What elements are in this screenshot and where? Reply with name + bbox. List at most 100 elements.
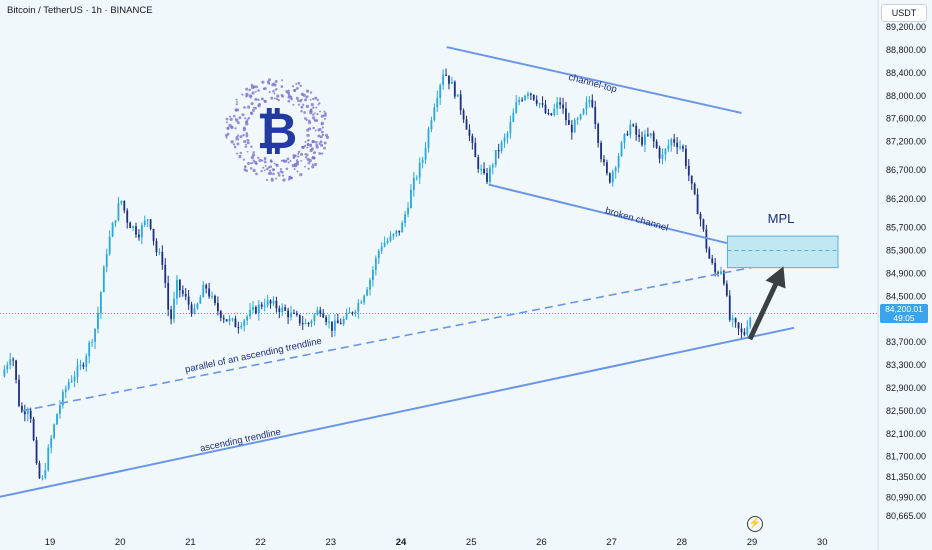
logo-dot bbox=[319, 135, 323, 139]
logo-dot bbox=[317, 134, 321, 138]
candle-body bbox=[541, 103, 544, 105]
logo-dot bbox=[251, 91, 255, 95]
candle-body bbox=[56, 413, 58, 425]
candle-body bbox=[187, 296, 190, 305]
channel-top-line bbox=[446, 46, 742, 114]
lightning-icon[interactable]: ⚡ bbox=[747, 516, 763, 532]
candle-body bbox=[102, 267, 105, 293]
candle-body bbox=[88, 342, 91, 357]
candle-body bbox=[295, 313, 298, 315]
logo-dot bbox=[297, 152, 300, 155]
candle-body bbox=[462, 110, 465, 120]
candle-body bbox=[266, 300, 269, 306]
logo-dot bbox=[241, 93, 244, 96]
candle-body bbox=[664, 149, 667, 155]
candle-body bbox=[620, 142, 623, 157]
candle-body bbox=[64, 388, 67, 392]
logo-dot bbox=[261, 159, 264, 162]
y-tick-label: 83,700.00 bbox=[886, 337, 926, 347]
candle-body bbox=[205, 284, 208, 289]
candle-body bbox=[363, 295, 366, 303]
candle-body bbox=[535, 99, 538, 104]
logo-dot bbox=[312, 116, 316, 120]
logo-dot bbox=[296, 170, 299, 173]
candle-body bbox=[164, 264, 167, 283]
candle-body bbox=[173, 298, 175, 320]
candle-body bbox=[357, 303, 360, 312]
logo-dot bbox=[233, 145, 237, 149]
candle-body bbox=[728, 295, 731, 320]
logo-dot bbox=[273, 97, 276, 100]
candle-body bbox=[193, 308, 196, 314]
logo-dot bbox=[229, 117, 233, 121]
logo-dot bbox=[257, 89, 260, 92]
candle-body bbox=[579, 114, 582, 119]
candle-body bbox=[556, 102, 559, 109]
current-price-value: 84,200.01 bbox=[885, 304, 923, 314]
logo-dot bbox=[262, 87, 266, 91]
candle-body bbox=[673, 139, 676, 143]
logo-dot bbox=[236, 142, 240, 146]
currency-button[interactable]: USDT bbox=[881, 4, 927, 22]
logo-dot bbox=[270, 160, 273, 163]
candle-body bbox=[246, 316, 249, 321]
logo-dot bbox=[246, 141, 250, 145]
candle-body bbox=[32, 418, 35, 441]
candle-body bbox=[263, 305, 266, 307]
logo-dot bbox=[295, 83, 298, 85]
logo-dot bbox=[248, 88, 251, 92]
candle-body bbox=[41, 477, 44, 479]
logo-dot bbox=[280, 85, 284, 88]
logo-dot bbox=[313, 151, 316, 155]
logo-dot bbox=[234, 127, 237, 130]
logo-dot bbox=[312, 97, 315, 101]
logo-dot bbox=[305, 96, 308, 99]
logo-dot bbox=[320, 123, 324, 126]
logo-dot bbox=[247, 162, 250, 165]
candle-body bbox=[641, 136, 643, 145]
candle-body bbox=[693, 183, 696, 195]
logo-dot bbox=[238, 154, 242, 159]
logo-dot bbox=[323, 117, 326, 120]
candle-body bbox=[497, 149, 500, 152]
candle-body bbox=[661, 154, 664, 159]
candle-body bbox=[746, 326, 749, 335]
candle-body bbox=[79, 364, 82, 366]
candle-body bbox=[723, 271, 725, 284]
x-tick-label: 21 bbox=[185, 537, 196, 548]
logo-dot bbox=[313, 162, 318, 166]
candle-body bbox=[734, 318, 737, 323]
candle-body bbox=[521, 99, 524, 101]
candle-body bbox=[430, 120, 433, 130]
logo-dot bbox=[285, 167, 289, 171]
candle-body bbox=[345, 313, 348, 319]
candle-body bbox=[524, 95, 526, 101]
logo-dot bbox=[268, 169, 272, 172]
logo-dot bbox=[314, 129, 317, 132]
logo-dot bbox=[245, 132, 249, 135]
logo-dot bbox=[303, 111, 307, 114]
candle-body bbox=[354, 311, 357, 314]
candle-body bbox=[415, 177, 418, 179]
logo-dot bbox=[318, 127, 322, 131]
candle-body bbox=[301, 323, 304, 325]
logo-dot bbox=[310, 147, 314, 151]
logo-dot bbox=[236, 101, 239, 103]
x-tick-label: 28 bbox=[677, 537, 688, 548]
logo-dot bbox=[225, 117, 229, 121]
candle-body bbox=[702, 219, 705, 230]
candle-body bbox=[439, 84, 442, 98]
logo-dot bbox=[286, 157, 290, 161]
logo-dot bbox=[319, 140, 323, 144]
symbol-title[interactable]: Bitcoin / TetherUS · 1h · BINANCE bbox=[7, 5, 153, 16]
candle-body bbox=[670, 139, 673, 146]
candle-body bbox=[480, 168, 483, 170]
logo-dot bbox=[302, 93, 306, 97]
logo-dot bbox=[319, 110, 322, 113]
logo-dot bbox=[266, 167, 269, 171]
candle-body bbox=[255, 306, 257, 314]
candle-body bbox=[158, 251, 161, 253]
logo-dot bbox=[282, 178, 286, 182]
